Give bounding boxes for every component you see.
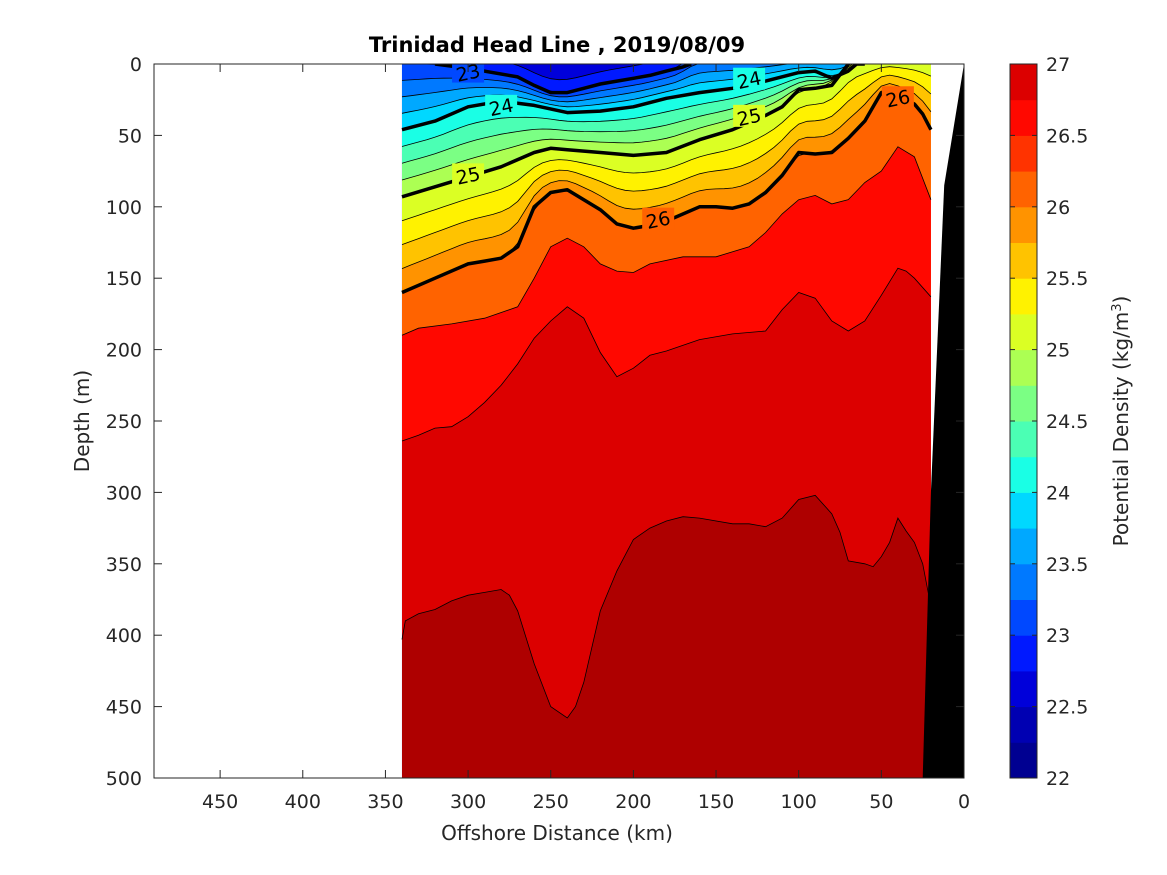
x-axis-label: Offshore Distance (km) <box>441 821 673 845</box>
isopycnal-23.25 <box>401 64 699 98</box>
y-tick-label: 0 <box>130 54 142 76</box>
contour-label-bg <box>881 86 914 109</box>
seafloor-topography <box>922 64 964 778</box>
colorbar-tick-label: 22 <box>1046 768 1070 790</box>
colorbar-tick-label: 22.5 <box>1046 697 1088 719</box>
y-tick-label: 100 <box>106 197 142 219</box>
isopycnal-23.5 <box>401 64 837 103</box>
y-tick-label: 200 <box>106 340 142 362</box>
x-tick-label: 350 <box>367 791 403 813</box>
colorbar-tick-label: 23.5 <box>1046 554 1088 576</box>
isopycnal-26.5 <box>401 146 932 336</box>
y-tick-label: 400 <box>106 625 142 647</box>
contour-label-26-1: 26 <box>884 86 912 113</box>
x-tick-label: 150 <box>698 791 734 813</box>
colorbar-tick-label: 27 <box>1046 54 1070 76</box>
x-tick-label: 250 <box>533 791 569 813</box>
colorbar-tick-label: 24 <box>1046 482 1070 504</box>
colorbar-swatch <box>1010 742 1037 779</box>
y-tick-label: 450 <box>106 697 142 719</box>
colorbar-swatch <box>1010 242 1037 279</box>
y-axis-label: Depth (m) <box>70 370 94 472</box>
contour-label-bg <box>733 104 766 127</box>
isopycnal-25.5 <box>401 74 932 245</box>
contour-label-23-0: 23 <box>454 60 482 87</box>
contour-label-bg <box>642 207 675 230</box>
contour-label-bg <box>485 94 518 117</box>
y-tick-label: 350 <box>106 554 142 576</box>
colorbar-swatch <box>1010 528 1037 565</box>
x-tick-label: 50 <box>869 791 893 813</box>
contour-label-25-0: 25 <box>454 163 482 190</box>
colorbar: 22 22.5 23 23.5 24 24.5 25 25.5 26 26.5 27 <box>1009 54 1088 790</box>
colorbar-swatch <box>1010 635 1037 672</box>
y-tick-label: 300 <box>106 482 142 504</box>
x-tick-label: 0 <box>958 791 970 813</box>
colorbar-tick-label: 26 <box>1046 197 1070 219</box>
x-tick-label: 400 <box>285 791 321 813</box>
y-tick-label: 50 <box>118 125 142 147</box>
y-tick-label: 150 <box>106 268 142 290</box>
colorbar-label: Potential Density (kg/m3) <box>1109 296 1133 547</box>
colorbar-swatch <box>1010 492 1037 529</box>
colorbar-swatch <box>1010 206 1037 243</box>
isopycnal-bold-26 <box>401 87 933 295</box>
colorbar-tick-label: 24.5 <box>1046 411 1088 433</box>
contour-label-26-0: 26 <box>644 207 672 234</box>
colorbar-tick-label: 25.5 <box>1046 268 1088 290</box>
colorbar-swatch <box>1010 599 1037 636</box>
contour-label-bg <box>733 67 766 90</box>
colorbar-swatch <box>1010 313 1037 351</box>
colorbar-label-suffix: ) <box>1109 296 1133 304</box>
contour-label-24-0: 24 <box>487 95 515 122</box>
density-band-27 <box>402 495 931 778</box>
colorbar-swatch <box>1010 64 1037 101</box>
y-tick-label: 500 <box>106 768 142 790</box>
colorbar-swatch <box>1010 278 1037 315</box>
contour-label-24-1: 24 <box>735 67 763 94</box>
colorbar-tick-label: 23 <box>1046 625 1070 647</box>
colorbar-swatch <box>1010 349 1037 386</box>
colorbar-tick-label: 26.5 <box>1046 125 1088 147</box>
colorbar-swatch <box>1010 385 1037 422</box>
isopycnal-25.75 <box>401 83 932 269</box>
colorbar-swatch <box>1010 421 1037 458</box>
colorbar-swatch <box>1010 670 1037 708</box>
y-tick-label: 250 <box>106 411 142 433</box>
colorbar-tick-label: 25 <box>1046 340 1070 362</box>
x-tick-label: 300 <box>450 791 486 813</box>
colorbar-swatch <box>1010 135 1037 172</box>
contour-label-bg <box>452 163 485 186</box>
colorbar-swatch <box>1010 456 1037 493</box>
colorbar-swatch <box>1010 171 1037 208</box>
isopycnal-25.25 <box>401 66 932 222</box>
colorbar-label-superscript: 3 <box>1110 303 1125 311</box>
isopycnal-bold-25 <box>401 64 850 199</box>
colorbar-swatch <box>1010 563 1037 600</box>
colorbar-label-text: Potential Density (kg/m <box>1109 312 1133 547</box>
isopycnal-26.75 <box>401 267 932 442</box>
colorbar-swatch <box>1010 706 1037 743</box>
contour-label-25-1: 25 <box>735 105 763 132</box>
x-tick-label: 200 <box>615 791 651 813</box>
x-tick-label: 450 <box>202 791 238 813</box>
isopycnal-27 <box>401 494 932 719</box>
isopycnal-bold-23 <box>434 64 692 95</box>
x-tick-label: 100 <box>781 791 817 813</box>
contour-label-bg <box>452 64 485 83</box>
colorbar-swatch <box>1010 99 1037 136</box>
chart-title: Trinidad Head Line , 2019/08/09 <box>369 33 745 57</box>
